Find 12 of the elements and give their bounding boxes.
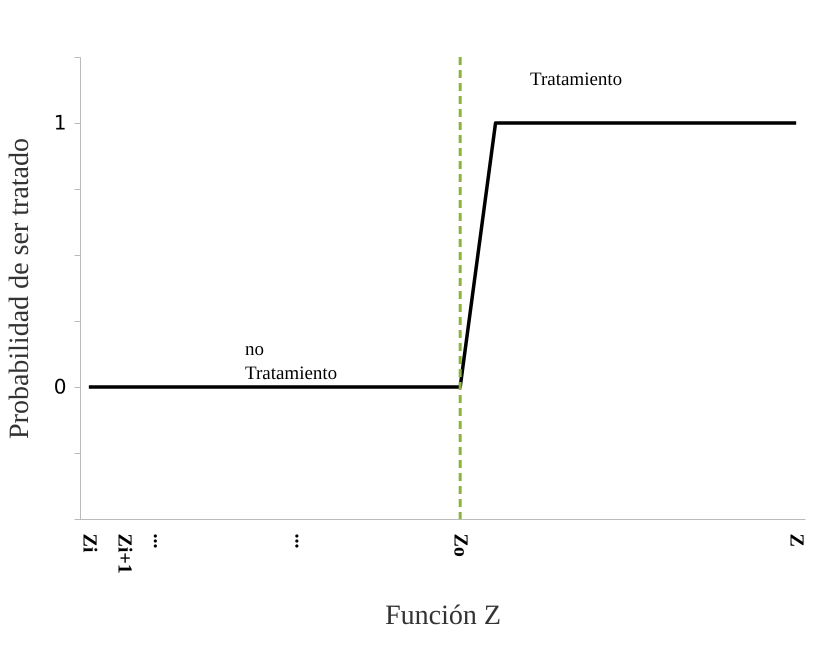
y-tick-label: 1 (54, 110, 66, 134)
x-tick-label: Z (786, 534, 808, 547)
x-tick-label: Zo (450, 534, 472, 557)
x-tick-label: Zi (78, 534, 100, 553)
annotation: no Tratamiento (245, 339, 338, 384)
y-tick-label: 0 (54, 374, 66, 398)
x-axis-title: Función Z (385, 600, 501, 631)
x-tick-label: ... (149, 534, 172, 548)
x-tick-label: ... (290, 534, 313, 548)
x-tick-label: Zi+1 (114, 534, 136, 574)
y-axis-title: Probabilidad de ser tratado (4, 138, 35, 439)
annotation: Tratamiento (530, 69, 622, 90)
